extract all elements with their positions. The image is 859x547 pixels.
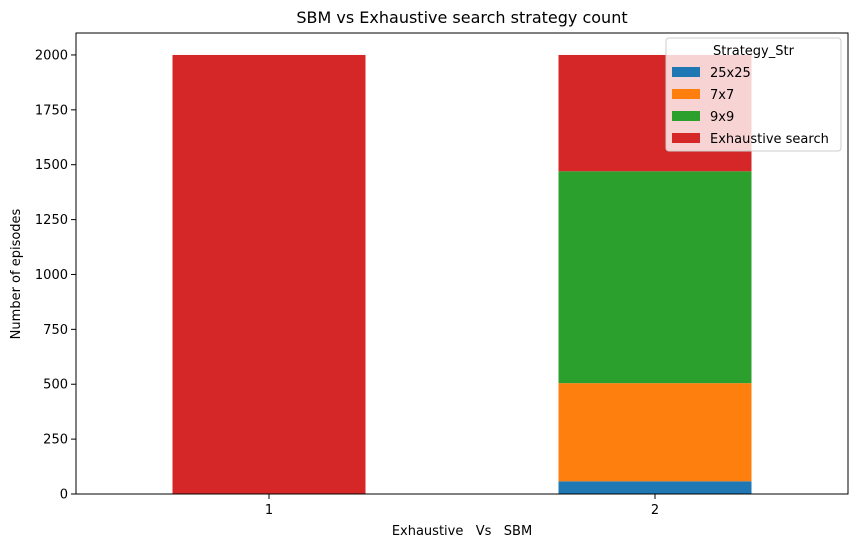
axes-frame — [75, 32, 849, 495]
bar-25x25-cat-2 — [558, 481, 752, 494]
legend-box — [665, 37, 842, 152]
y-tick-label: 1750 — [35, 103, 68, 118]
y-tick-label: 0 — [60, 488, 68, 503]
legend: Strategy_Str 25x25 7x7 9x9 Exhaustive search — [665, 37, 842, 152]
plot-area: 1 2 0 250 500 750 1000 1250 1500 1750 2000 — [35, 32, 849, 518]
legend-label: 25x25 — [710, 66, 751, 81]
legend-title: Strategy_Str — [713, 44, 795, 59]
y-tick-label: 500 — [43, 378, 68, 393]
legend-label: 7x7 — [710, 88, 734, 103]
y-tick-label: 1500 — [35, 158, 68, 173]
legend-swatch — [672, 111, 700, 121]
legend-swatch — [672, 89, 700, 99]
legend-swatch — [672, 67, 700, 77]
y-tick-label: 2000 — [35, 48, 68, 63]
x-axis-label: Exhaustive Vs SBM — [392, 524, 532, 539]
legend-label: 9x9 — [710, 110, 734, 125]
y-axis-label: Number of episodes — [9, 208, 24, 339]
y-tick-label: 750 — [43, 323, 68, 338]
legend-label: Exhaustive search — [710, 132, 829, 147]
x-tick-label: 2 — [651, 503, 659, 518]
bar-exhaustive-search-cat-1 — [172, 54, 366, 494]
bar-7x7-cat-2 — [558, 383, 752, 482]
y-tick-label: 1000 — [35, 268, 68, 283]
chart-title: SBM vs Exhaustive search strategy count — [296, 8, 627, 27]
bar-9x9-cat-2 — [558, 171, 752, 384]
y-tick-label: 250 — [43, 433, 68, 448]
legend-swatch — [672, 133, 700, 143]
x-tick-label: 1 — [265, 503, 273, 518]
y-tick-label: 1250 — [35, 213, 68, 228]
